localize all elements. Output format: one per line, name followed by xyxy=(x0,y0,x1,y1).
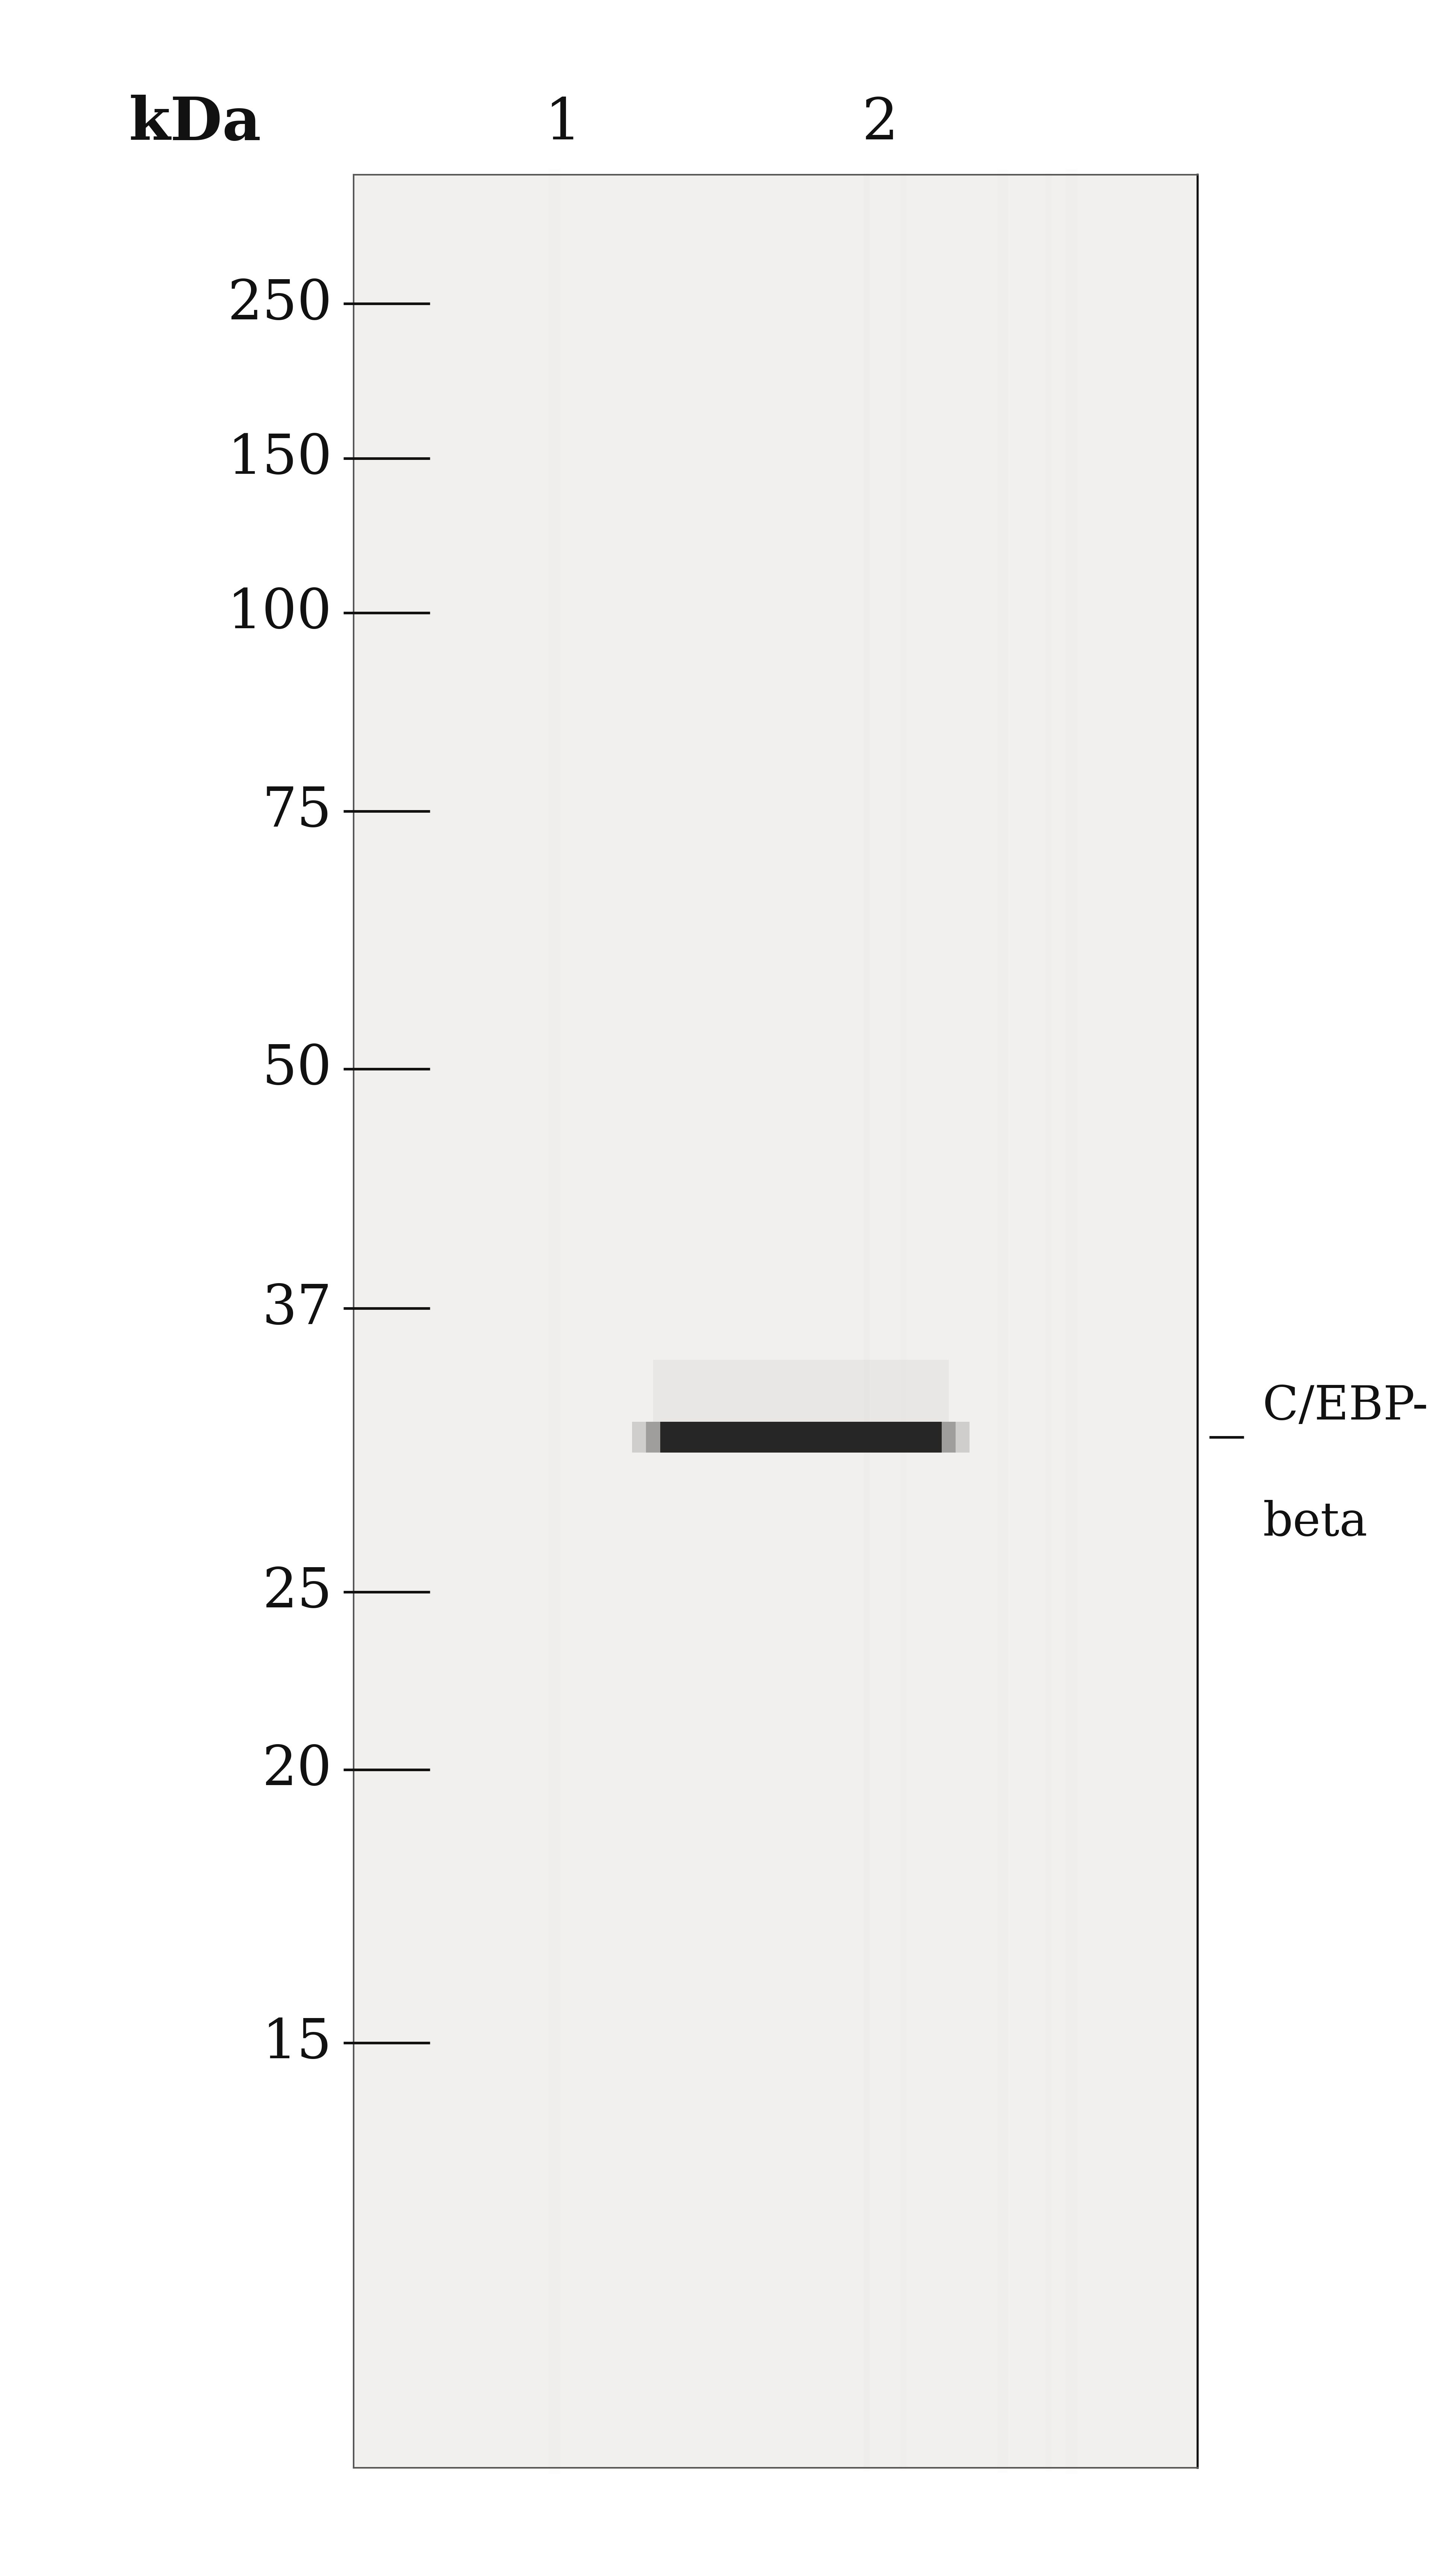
Text: 1: 1 xyxy=(544,95,582,152)
Text: 20: 20 xyxy=(263,1744,332,1795)
Bar xyxy=(646,1422,955,1453)
Text: beta: beta xyxy=(1263,1499,1368,1546)
Bar xyxy=(661,1422,942,1453)
Text: 75: 75 xyxy=(263,786,332,837)
Text: 25: 25 xyxy=(263,1566,332,1618)
Bar xyxy=(652,1360,949,1422)
Text: 150: 150 xyxy=(227,433,332,484)
Bar xyxy=(632,1422,970,1453)
Bar xyxy=(354,175,1198,2468)
Text: 250: 250 xyxy=(227,278,332,330)
Text: 15: 15 xyxy=(263,2017,332,2069)
Text: 50: 50 xyxy=(263,1043,332,1095)
Text: C/EBP-: C/EBP- xyxy=(1263,1383,1429,1430)
Text: 2: 2 xyxy=(861,95,899,152)
Text: 100: 100 xyxy=(227,587,332,639)
Text: kDa: kDa xyxy=(128,95,261,152)
Text: 37: 37 xyxy=(263,1283,332,1334)
